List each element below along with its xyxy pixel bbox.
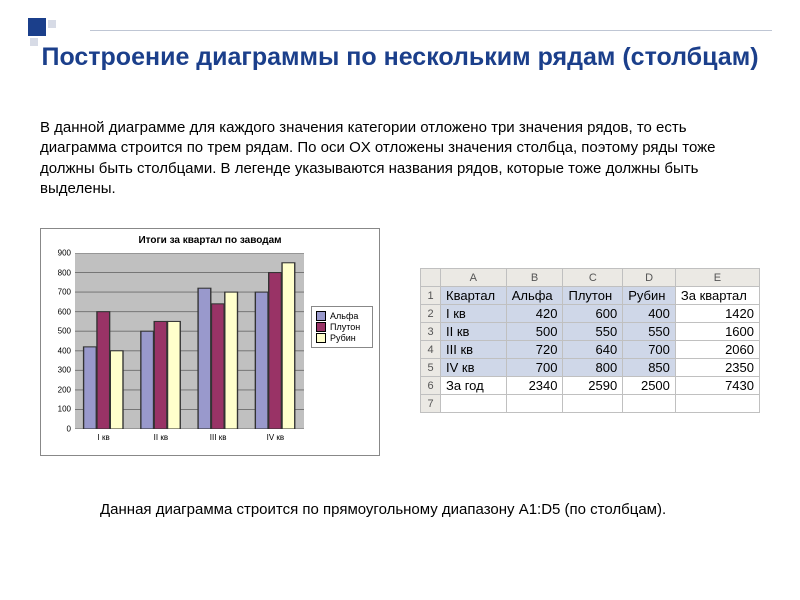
cell: 700 [506, 359, 563, 377]
horizontal-rule [90, 30, 772, 31]
cell: III кв [441, 341, 507, 359]
cell: 600 [563, 305, 623, 323]
plot-wrap: 0 100 200 300 400 500 600 700 800 900 I кв II кв II… [47, 251, 308, 449]
row-number: 6 [421, 377, 441, 395]
cell: 700 [623, 341, 676, 359]
cell: 2340 [506, 377, 563, 395]
x-tick-label: I кв [98, 433, 110, 442]
y-tick-label: 500 [58, 327, 71, 336]
y-tick-label: 0 [67, 425, 71, 434]
cell: 850 [623, 359, 676, 377]
table-row: 3II кв5005505501600 [421, 323, 760, 341]
col-header: E [675, 269, 759, 287]
legend-row: Плутон [316, 322, 368, 332]
cell: За год [441, 377, 507, 395]
col-header: A [441, 269, 507, 287]
cell: Альфа [506, 287, 563, 305]
y-tick-label: 900 [58, 249, 71, 258]
cell: 550 [623, 323, 676, 341]
y-tick-label: 100 [58, 405, 71, 414]
cell: 2350 [675, 359, 759, 377]
row-number: 7 [421, 395, 441, 413]
y-tick-label: 600 [58, 307, 71, 316]
row-number: 2 [421, 305, 441, 323]
legend-row: Рубин [316, 333, 368, 343]
x-tick-label: III кв [210, 433, 227, 442]
plot-area [75, 253, 304, 429]
cell: 550 [563, 323, 623, 341]
table-row: 6За год2340259025007430 [421, 377, 760, 395]
y-tick-label: 700 [58, 288, 71, 297]
y-tick-label: 800 [58, 268, 71, 277]
cell: 500 [506, 323, 563, 341]
cell: Квартал [441, 287, 507, 305]
chart-legend: АльфаПлутонРубин [311, 306, 373, 348]
cell: 7430 [675, 377, 759, 395]
cell: За квартал [675, 287, 759, 305]
chart-body: 0 100 200 300 400 500 600 700 800 900 I кв II кв II… [47, 251, 373, 449]
slide: Построение диаграммы по нескольким рядам… [0, 0, 800, 600]
legend-swatch [316, 322, 326, 332]
cell: 720 [506, 341, 563, 359]
cell: 1420 [675, 305, 759, 323]
chart-title: Итоги за квартал по заводам [47, 235, 373, 246]
cell [623, 395, 676, 413]
table-row: 4III кв7206407002060 [421, 341, 760, 359]
table-row: 5IV кв7008008502350 [421, 359, 760, 377]
cell: 420 [506, 305, 563, 323]
cell: I кв [441, 305, 507, 323]
y-tick-label: 200 [58, 385, 71, 394]
legend-label: Альфа [330, 311, 358, 321]
y-tick-label: 300 [58, 366, 71, 375]
body-paragraph: В данной диаграмме для каждого значения … [40, 118, 760, 199]
table-row: 2I кв4206004001420 [421, 305, 760, 323]
row-number: 4 [421, 341, 441, 359]
y-tick-label: 400 [58, 346, 71, 355]
cell: IV кв [441, 359, 507, 377]
cell: Плутон [563, 287, 623, 305]
legend-label: Рубин [330, 333, 356, 343]
legend-label: Плутон [330, 322, 360, 332]
legend-swatch [316, 333, 326, 343]
cell: II кв [441, 323, 507, 341]
col-header: D [623, 269, 676, 287]
cell [506, 395, 563, 413]
cell: 400 [623, 305, 676, 323]
chart-container: Итоги за квартал по заводам 0 100 200 300 40… [40, 228, 380, 456]
cell: 1600 [675, 323, 759, 341]
row-number: 1 [421, 287, 441, 305]
x-tick-label: IV кв [267, 433, 285, 442]
cell: 2590 [563, 377, 623, 395]
x-axis-labels: I кв II кв III кв IV кв [75, 431, 304, 449]
legend-swatch [316, 311, 326, 321]
footer-paragraph: Данная диаграмма строится по прямоугольн… [100, 500, 700, 520]
cell: 800 [563, 359, 623, 377]
cell: 2060 [675, 341, 759, 359]
cell: 2500 [623, 377, 676, 395]
spreadsheet: ABCDE1КварталАльфаПлутонРубинЗа квартал2… [420, 268, 760, 413]
slide-title: Построение диаграммы по нескольким рядам… [0, 42, 800, 73]
cell [441, 395, 507, 413]
content-row: Итоги за квартал по заводам 010020030040… [40, 228, 760, 468]
col-header: C [563, 269, 623, 287]
col-header: B [506, 269, 563, 287]
row-number: 5 [421, 359, 441, 377]
cell: 640 [563, 341, 623, 359]
table-row: 1КварталАльфаПлутонРубинЗа квартал [421, 287, 760, 305]
legend-row: Альфа [316, 311, 368, 321]
x-tick-label: II кв [154, 433, 168, 442]
cell: Рубин [623, 287, 676, 305]
row-number: 3 [421, 323, 441, 341]
cell [563, 395, 623, 413]
cell [675, 395, 759, 413]
y-axis-labels: 0100200300400500600700800900 [47, 253, 73, 429]
table-row: 7 [421, 395, 760, 413]
sheet-corner [421, 269, 441, 287]
